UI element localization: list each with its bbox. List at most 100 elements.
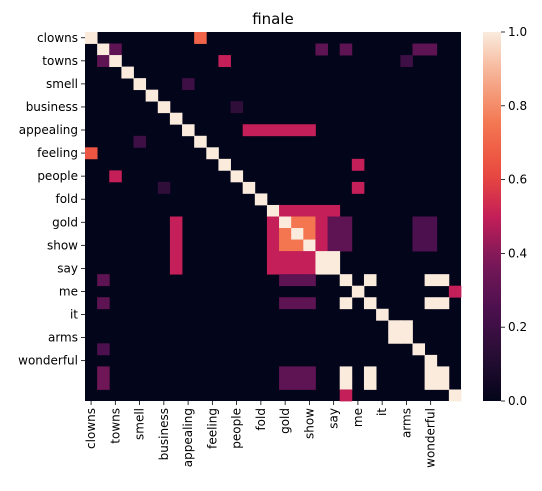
heatmap-cell	[279, 262, 292, 275]
heatmap-cell	[266, 124, 280, 137]
heatmap-cell	[97, 343, 110, 356]
heatmap-cell	[388, 331, 401, 344]
heatmap-cell	[424, 366, 438, 379]
y-axis-ticks: clowns towns smell business appealing feeling…	[18, 31, 85, 368]
heatmap-cell	[303, 216, 316, 229]
heatmap-cell	[424, 274, 438, 287]
heatmap-cell	[97, 55, 110, 67]
heatmap-cell	[412, 216, 426, 229]
heatmap-cell	[315, 251, 328, 264]
x-tick-label: business	[157, 408, 171, 460]
heatmap-cell	[388, 320, 401, 333]
heatmap-cell	[327, 251, 341, 264]
heatmap-cell	[279, 239, 292, 252]
heatmap-cell	[363, 274, 377, 287]
heatmap-cell	[424, 354, 438, 367]
colorbar-tick-label: 0.6	[508, 173, 527, 187]
heatmap-cell	[291, 228, 304, 240]
y-tick-label: me	[59, 284, 78, 298]
heatmap-cell	[424, 43, 438, 56]
x-tick-label: appealing	[181, 408, 195, 467]
heatmap-cells	[85, 32, 462, 402]
heatmap-cell	[303, 204, 316, 217]
x-tick-label: towns	[108, 408, 122, 444]
heatmap-cell	[351, 181, 365, 194]
y-tick-label: towns	[42, 54, 78, 68]
heatmap-cell	[424, 228, 438, 240]
y-tick-label: wonderful	[18, 354, 78, 368]
colorbar-tick-label: 0.8	[508, 99, 527, 113]
heatmap-cell	[279, 377, 292, 390]
heatmap-cell	[266, 204, 280, 217]
heatmap-cell	[242, 181, 256, 194]
y-tick-label: business	[26, 100, 78, 114]
heatmap-cell	[351, 158, 365, 171]
heatmap-cell	[279, 297, 292, 310]
heatmap-cell	[327, 228, 341, 240]
heatmap-cell	[448, 389, 462, 402]
x-tick-label: me	[351, 408, 365, 427]
heatmap-cell	[303, 366, 316, 379]
heatmap-cell	[266, 239, 280, 252]
heatmap-cell	[218, 158, 231, 171]
heatmap-cell	[194, 135, 207, 148]
heatmap-cell	[291, 204, 304, 217]
x-axis-ticks: clowns towns smell business appealing feeling…	[84, 401, 438, 468]
heatmap-cell	[339, 377, 353, 390]
y-tick-label: appealing	[19, 123, 78, 137]
heatmap-cell	[291, 124, 304, 137]
x-tick-label: show	[302, 408, 316, 439]
heatmap-cell	[145, 89, 159, 102]
heatmap-cell	[97, 377, 110, 390]
heatmap-cell	[182, 124, 195, 137]
heatmap-cell	[339, 297, 353, 310]
x-tick-label: gold	[278, 408, 292, 434]
x-tick-label: fold	[254, 408, 268, 431]
heatmap-cell	[97, 366, 110, 379]
heatmap-cell	[230, 170, 244, 183]
heatmap-cell	[327, 239, 341, 252]
heatmap-cell	[436, 377, 450, 390]
y-tick-label: gold	[52, 215, 78, 229]
heatmap-cell	[279, 216, 292, 229]
heatmap-cell	[291, 274, 304, 287]
x-tick-label: wonderful	[424, 408, 438, 468]
y-tick-label: smell	[46, 77, 78, 91]
heatmap-cell	[363, 377, 377, 390]
y-tick-label: feeling	[37, 146, 78, 160]
heatmap-cell	[97, 297, 110, 310]
heatmap-cell	[169, 262, 183, 275]
heatmap-cell	[230, 101, 244, 114]
heatmap-cell	[291, 297, 304, 310]
heatmap-cell	[291, 251, 304, 264]
colorbar-tick-label: 1.0	[508, 25, 527, 39]
heatmap-cell	[363, 366, 377, 379]
heatmap-cell	[339, 239, 353, 252]
heatmap-cell	[424, 239, 438, 252]
heatmap-cell	[339, 43, 353, 56]
colorbar-tick-label: 0.4	[508, 246, 527, 260]
heatmap-cell	[279, 251, 292, 264]
heatmap-cell	[351, 285, 365, 298]
heatmap-cell	[412, 228, 426, 240]
y-tick-label: show	[47, 238, 78, 252]
heatmap-cell	[315, 204, 328, 217]
heatmap-cell	[169, 112, 183, 125]
heatmap-cell	[169, 228, 183, 240]
heatmap-cell	[303, 124, 316, 137]
heatmap-cell	[85, 32, 98, 44]
colorbar-tick-label: 0.2	[508, 320, 527, 334]
heatmap-cell	[436, 366, 450, 379]
colorbar-tick-label: 0.0	[508, 394, 527, 408]
heatmap-cell	[412, 43, 426, 56]
heatmap-cell	[242, 124, 256, 137]
heatmap-cell	[339, 228, 353, 240]
heatmap-cell	[85, 147, 98, 160]
x-tick-label: arms	[399, 408, 413, 438]
x-tick-label: smell	[133, 408, 147, 440]
y-tick-label: say	[57, 261, 78, 275]
heatmap-cell	[279, 274, 292, 287]
heatmap-cell	[303, 251, 316, 264]
heatmap-cell	[412, 343, 426, 356]
